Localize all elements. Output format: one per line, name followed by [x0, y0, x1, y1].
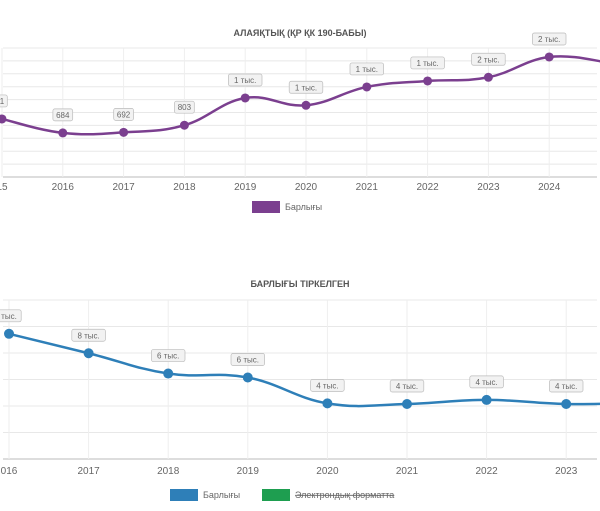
- x-tick-label: 2022: [475, 466, 498, 477]
- data-label: 4 тыс.: [316, 381, 338, 390]
- data-point[interactable]: [119, 127, 129, 137]
- data-label: 4 тыс.: [396, 382, 418, 391]
- data-point[interactable]: [561, 399, 572, 410]
- x-tick-label: 2019: [237, 466, 260, 477]
- x-tick-label: 2023: [477, 182, 500, 193]
- data-label: 6 тыс.: [157, 352, 179, 361]
- data-label-box: [228, 73, 263, 87]
- data-label: 1 тыс.: [234, 76, 256, 85]
- x-tick-label: 016: [1, 466, 18, 477]
- x-tick-label: 2022: [416, 182, 439, 193]
- data-point[interactable]: [242, 372, 253, 383]
- data-point[interactable]: [544, 52, 554, 62]
- data-point[interactable]: [322, 398, 333, 409]
- data-label: 684: [56, 111, 70, 120]
- chart-title: АЛАЯҚТЫҚ (ҚР ҚК 190-БАБЫ): [233, 28, 366, 38]
- data-label-box: [389, 379, 425, 393]
- legend-swatch[interactable]: [252, 201, 280, 213]
- x-tick-label: 2017: [77, 466, 100, 477]
- data-label-box: [549, 379, 584, 393]
- data-point[interactable]: [483, 72, 493, 82]
- data-label: 4 тыс.: [475, 378, 497, 387]
- data-label-box: [410, 56, 445, 70]
- data-label: 2 тыс.: [538, 35, 560, 44]
- series-line: [8, 332, 600, 408]
- data-point[interactable]: [179, 120, 189, 130]
- data-label-box: [469, 375, 504, 389]
- data-label: 803: [178, 103, 192, 112]
- data-point[interactable]: [163, 368, 174, 379]
- data-point[interactable]: [362, 82, 372, 92]
- legend-swatch[interactable]: [262, 489, 290, 501]
- data-label: 1 тыс.: [356, 65, 378, 74]
- data-label-box: [71, 328, 106, 342]
- data-label-box: [288, 80, 324, 94]
- data-label: 692: [117, 110, 131, 119]
- chart-title: БАРЛЫҒЫ ТІРКЕЛГЕН: [250, 279, 349, 289]
- data-label: 4 тыс.: [555, 382, 577, 391]
- x-tick-label: 2020: [295, 182, 318, 193]
- legend-swatch[interactable]: [170, 489, 198, 501]
- x-tick-label: 15: [0, 182, 8, 193]
- x-tick-label: 2020: [316, 466, 339, 477]
- data-point[interactable]: [4, 328, 14, 339]
- data-point[interactable]: [301, 100, 311, 110]
- data-point[interactable]: [83, 348, 94, 359]
- x-tick-label: 2021: [356, 182, 379, 193]
- data-label-box: [471, 52, 506, 66]
- data-point[interactable]: [402, 399, 412, 410]
- x-tick-label: 2017: [112, 182, 135, 193]
- x-tick-label: 2021: [396, 466, 419, 477]
- data-label: 2 тыс.: [477, 55, 499, 64]
- data-point[interactable]: [58, 128, 68, 138]
- x-tick-label: 2023: [555, 466, 578, 477]
- data-label-box: [349, 62, 384, 76]
- data-point[interactable]: [481, 394, 492, 405]
- data-label-box: [310, 379, 345, 392]
- data-label-box: [174, 100, 195, 114]
- data-point[interactable]: [423, 76, 433, 86]
- data-label-box: [230, 353, 265, 366]
- series-line: [1, 55, 600, 136]
- x-tick-label: 2019: [234, 182, 257, 193]
- chart-1: АЛАЯҚТЫҚ (ҚР ҚК 190-БАБЫ) 15 2016 2017 2018 2…: [0, 28, 600, 213]
- legend-label[interactable]: Барлығы: [285, 202, 322, 212]
- data-label: 8 тыс.: [77, 331, 99, 340]
- data-label-box: [0, 309, 22, 323]
- data-label: 1: [0, 97, 5, 106]
- data-label-box: [113, 108, 134, 121]
- data-label-box: [532, 32, 567, 46]
- chart-2: БАРЛЫҒЫ ТІРКЕЛГЕН 016 2017 2018 2019 2020 2021…: [0, 279, 600, 501]
- x-tick-label: 2018: [173, 182, 196, 193]
- x-tick-label: 2018: [157, 466, 180, 477]
- data-label: 6 тыс.: [237, 356, 259, 365]
- data-label-box: [0, 94, 8, 108]
- data-label-box: [151, 349, 186, 362]
- data-point[interactable]: [0, 114, 7, 124]
- x-tick-label: 2024: [538, 182, 561, 193]
- data-label-box: [52, 108, 74, 122]
- data-label: 1 тыс.: [295, 83, 317, 92]
- data-label: 1 тыс.: [416, 59, 438, 68]
- data-point[interactable]: [240, 93, 250, 103]
- legend-label[interactable]: Барлығы: [203, 490, 240, 500]
- legend-label[interactable]: Электрондық форматта: [295, 490, 394, 500]
- data-label: тыс.: [1, 312, 17, 321]
- x-tick-label: 2016: [52, 182, 75, 193]
